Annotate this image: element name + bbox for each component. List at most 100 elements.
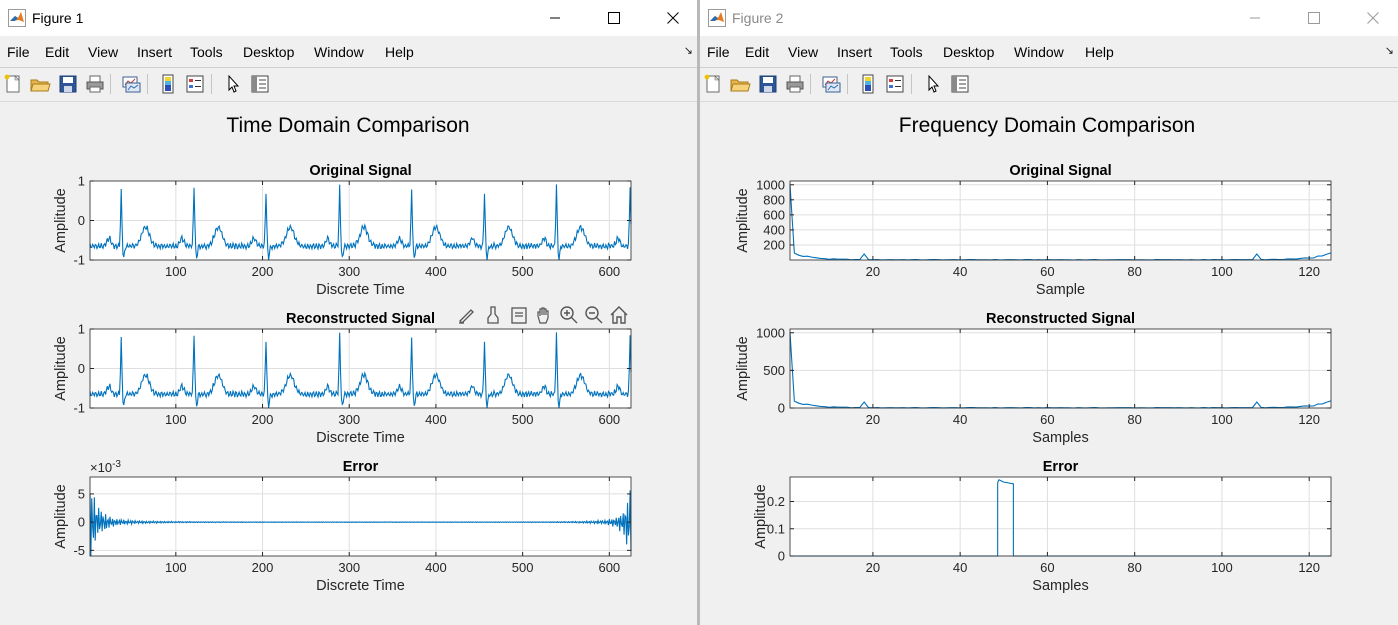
x-tick-label: 600 [598,264,620,279]
data-tips-icon[interactable] [508,304,530,326]
pan-icon[interactable] [533,304,555,326]
menu-desktop[interactable]: Desktop [243,44,295,60]
save-icon[interactable] [757,73,779,95]
x-axis-label: Sample [1036,282,1085,298]
minimize-button[interactable] [1232,0,1278,36]
maximize-button[interactable] [591,0,637,36]
y-tick-label: 0.2 [767,494,785,509]
link-plot-icon[interactable] [820,73,842,95]
y-tick-label: 0 [78,213,85,228]
property-inspector-icon[interactable] [949,73,971,95]
new-figure-icon[interactable] [702,73,724,95]
y-axis-label: Amplitude [753,484,769,548]
legend-icon[interactable] [884,73,906,95]
x-tick-label: 100 [165,412,187,427]
menu-help[interactable]: Help [385,44,414,60]
menu-window[interactable]: Window [1014,44,1064,60]
x-tick-label: 300 [338,560,360,575]
matlab-logo-icon [8,9,26,27]
menu-edit[interactable]: Edit [745,44,770,60]
menu-view[interactable]: View [788,44,819,60]
x-tick-label: 120 [1298,412,1320,427]
menu-file[interactable]: File [707,44,730,60]
y-tick-label: 1 [78,174,85,189]
menu-tools[interactable]: Tools [190,44,223,60]
minimize-button[interactable] [532,0,578,36]
menu-window[interactable]: Window [314,44,364,60]
close-icon [1367,12,1379,24]
brush-icon[interactable] [482,304,504,326]
save-icon[interactable] [57,73,79,95]
title-bar[interactable]: Figure 1 [0,0,697,36]
figure-2-window: Figure 2 File Edit View Insert Tools Des… [700,0,1398,625]
plot-area [790,329,1331,408]
axes-title: Reconstructed Signal [286,311,435,327]
close-button[interactable] [1350,0,1396,36]
print-icon[interactable] [784,73,806,95]
maximize-icon [608,12,620,24]
dock-arrow-icon[interactable]: ↘ [683,45,693,57]
property-inspector-icon[interactable] [249,73,271,95]
menu-bar: File Edit View Insert Tools Desktop Wind… [700,38,1398,66]
x-tick-label: 20 [866,264,880,279]
exponent-base: ×10 [90,460,112,475]
x-tick-label: 100 [1211,264,1233,279]
title-bar[interactable]: Figure 2 [700,0,1398,36]
toolbar-separator [211,74,212,94]
menu-tools[interactable]: Tools [890,44,923,60]
x-tick-label: 200 [252,412,274,427]
pointer-icon[interactable] [922,73,944,95]
y-tick-label: 500 [763,363,785,378]
menu-edit[interactable]: Edit [45,44,70,60]
axes: 100 200 300 400 500 600 -1 0 1 Original Signal Dis… [53,163,632,298]
x-tick-label: 500 [512,412,534,427]
menu-help[interactable]: Help [1085,44,1114,60]
x-tick-label: 100 [165,560,187,575]
x-tick-label: 500 [512,264,534,279]
y-tick-label: -1 [73,253,85,268]
close-button[interactable] [650,0,696,36]
y-tick-label: 0 [778,549,785,564]
open-icon[interactable] [29,73,51,95]
pointer-icon[interactable] [222,73,244,95]
menu-desktop[interactable]: Desktop [943,44,995,60]
close-icon [667,12,679,24]
legend-icon[interactable] [184,73,206,95]
y-tick-label: 800 [763,192,785,207]
x-tick-label: 120 [1298,264,1320,279]
open-icon[interactable] [729,73,751,95]
colorbar-icon[interactable] [857,73,879,95]
zoom-out-icon[interactable] [583,304,605,326]
zoom-in-icon[interactable] [558,304,580,326]
new-figure-icon[interactable] [2,73,24,95]
x-tick-label: 60 [1040,412,1054,427]
maximize-icon [1308,12,1320,24]
y-tick-label: 600 [763,207,785,222]
x-tick-label: 200 [252,560,274,575]
series-line [89,184,632,261]
window-title: Figure 2 [732,10,784,26]
colorbar-icon[interactable] [157,73,179,95]
matlab-logo-icon [708,9,726,27]
home-icon[interactable] [608,304,630,326]
x-tick-label: 100 [165,264,187,279]
menu-insert[interactable]: Insert [137,44,173,60]
y-axis-label: Amplitude [735,336,751,400]
menu-view[interactable]: View [88,44,119,60]
maximize-button[interactable] [1291,0,1337,36]
link-plot-icon[interactable] [120,73,142,95]
y-axis-label: Amplitude [53,484,69,548]
dock-arrow-icon[interactable]: ↘ [1384,45,1394,57]
x-tick-label: 100 [1211,560,1233,575]
menu-file[interactable]: File [7,44,30,60]
print-icon[interactable] [84,73,106,95]
x-tick-label: 60 [1040,560,1054,575]
menu-insert[interactable]: Insert [837,44,873,60]
x-axis-label: Samples [1032,430,1088,446]
axes-title: Original Signal [309,163,411,179]
window-title: Figure 1 [32,10,84,26]
axes-box [789,476,1332,557]
export-icon[interactable] [456,304,478,326]
y-tick-label: 5 [78,486,85,501]
